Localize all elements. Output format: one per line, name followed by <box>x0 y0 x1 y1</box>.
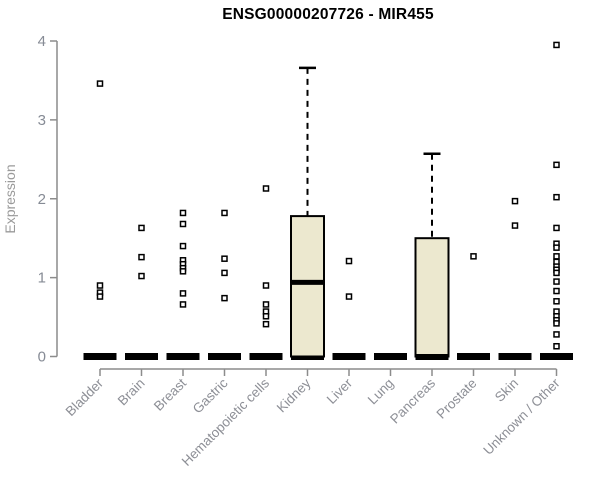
zero-bar-bladder <box>83 353 117 360</box>
zero-bar-breast <box>166 353 200 360</box>
outlier-point-skin <box>511 222 519 229</box>
outlier-point-brain <box>138 224 145 232</box>
outlier-point-breast <box>179 290 187 297</box>
outlier-point-gastric <box>221 269 228 277</box>
y-tick-label: 1 <box>38 270 46 287</box>
outlier-point-prostate <box>470 253 477 260</box>
y-tick-label: 2 <box>38 191 46 208</box>
x-category-label-prostate: Prostate <box>433 376 479 422</box>
zero-bar-unknown-other <box>540 353 573 360</box>
zero-bar-gastric <box>208 353 241 360</box>
outlier-point-breast <box>179 209 187 217</box>
outlier-point-gastric <box>221 255 228 262</box>
y-tick-label: 0 <box>38 349 46 366</box>
outlier-point-unknown-other <box>553 244 560 251</box>
outlier-point-hematopoietic-cells <box>262 301 270 308</box>
zero-bar-skin <box>498 353 532 360</box>
zero-bar-lung <box>374 353 407 360</box>
x-category-label-gastric: Gastric <box>190 375 231 416</box>
outlier-point-hematopoietic-cells <box>262 313 270 320</box>
outlier-point-breast <box>179 220 187 228</box>
outlier-point-unknown-other <box>553 298 560 305</box>
outlier-point-breast <box>179 301 187 308</box>
outlier-point-hematopoietic-cells <box>262 320 270 328</box>
zero-bar-brain <box>125 353 158 360</box>
outlier-point-unknown-other <box>553 161 560 169</box>
x-category-label-kidney: Kidney <box>274 375 314 415</box>
chart-title: ENSG00000207726 - MIR455 <box>222 6 434 23</box>
x-category-label-unknown-other: Unknown / Other <box>480 375 563 458</box>
zero-bar-hematopoietic-cells <box>249 353 283 360</box>
outlier-point-gastric <box>221 294 228 302</box>
outlier-point-unknown-other <box>553 278 560 285</box>
outlier-point-bladder <box>96 293 104 300</box>
outlier-point-unknown-other <box>553 320 560 327</box>
x-category-label-skin: Skin <box>492 376 521 405</box>
outlier-point-unknown-other <box>553 224 560 232</box>
outlier-point-skin <box>511 197 519 205</box>
outlier-point-unknown-other <box>553 41 560 49</box>
outlier-point-hematopoietic-cells <box>262 282 270 289</box>
outlier-point-brain <box>138 253 145 261</box>
x-category-label-brain: Brain <box>115 376 148 409</box>
outlier-point-liver <box>345 293 353 300</box>
x-category-label-pancreas: Pancreas <box>387 375 438 426</box>
outlier-point-bladder <box>96 80 104 87</box>
y-tick-label: 4 <box>38 33 46 50</box>
box-kidney <box>290 215 325 358</box>
outlier-point-unknown-other <box>553 331 560 338</box>
outlier-point-unknown-other <box>553 342 560 350</box>
outlier-point-unknown-other <box>553 253 560 260</box>
zero-bar-liver <box>332 353 366 360</box>
outlier-point-liver <box>345 257 353 265</box>
x-category-label-bladder: Bladder <box>63 375 107 419</box>
x-category-label-lung: Lung <box>365 376 397 408</box>
outlier-point-unknown-other <box>553 269 560 277</box>
outlier-point-unknown-other <box>553 287 560 295</box>
outlier-point-breast <box>179 268 187 275</box>
y-tick-label: 3 <box>38 112 46 129</box>
median-line-kidney <box>291 279 324 285</box>
box-pancreas <box>414 237 450 358</box>
x-category-label-breast: Breast <box>151 375 189 413</box>
outlier-point-unknown-other <box>553 193 560 201</box>
outlier-point-bladder <box>96 282 104 289</box>
outlier-point-hematopoietic-cells <box>262 185 270 192</box>
median-line-pancreas <box>415 354 449 359</box>
x-category-label-liver: Liver <box>324 375 356 407</box>
outlier-point-gastric <box>221 209 228 217</box>
outlier-point-breast <box>179 242 187 250</box>
zero-bar-prostate <box>457 353 490 360</box>
outlier-point-brain <box>138 272 145 280</box>
